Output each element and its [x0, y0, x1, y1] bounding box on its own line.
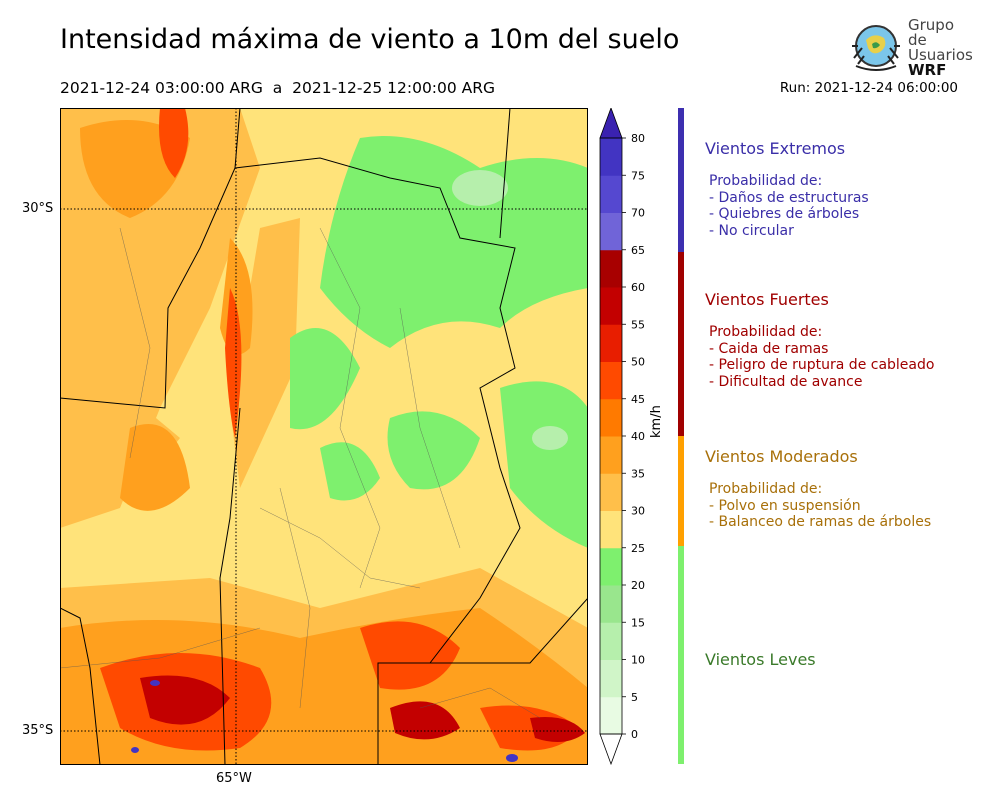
- legend-line: Probabilidad de:: [709, 481, 823, 497]
- colorbar-tick-label: 10: [631, 654, 645, 667]
- colorbar-tick-label: 35: [631, 467, 645, 480]
- legend-line: Probabilidad de:: [709, 173, 823, 189]
- department-borders: [60, 227, 541, 719]
- colorbar-segment: [600, 138, 622, 176]
- colorbar-segment: [600, 473, 622, 511]
- colorbar-segment: [600, 287, 622, 325]
- colorbar-segment: [600, 212, 622, 251]
- colorbar-tick-label: 70: [631, 207, 645, 220]
- colorbar-tick-label: 60: [631, 281, 645, 294]
- legend-category-title: Vientos Extremos: [705, 139, 846, 158]
- chart-title: Intensidad máxima de viento a 10m del su…: [60, 24, 680, 55]
- colorbar-segment: [600, 585, 622, 623]
- lon-label-65w: 65°W: [216, 771, 252, 786]
- legend-line: - Quiebres de árboles: [709, 206, 860, 222]
- very-strong-areas: [140, 675, 585, 742]
- colorbar: 0 5 10 15 20 25 30 35 40 45 50 55 60 65 70 75 80: [599, 108, 645, 766]
- legend-line: - Daños de estructuras: [709, 189, 869, 206]
- legend-category: Vientos Fuertes Probabilidad de: - Caida d…: [705, 290, 934, 390]
- legend-category-title: Vientos Leves: [705, 650, 816, 669]
- colorbar-segment: [600, 510, 622, 549]
- legend-line: - Balanceo de ramas de árboles: [709, 514, 932, 530]
- legend-line: - Peligro de ruptura de cableado: [709, 357, 935, 373]
- extreme-wind-spots: [131, 680, 518, 762]
- colorbar-segment: [600, 398, 622, 437]
- legend-category: Vientos Leves: [705, 650, 816, 669]
- colorbar-tick-label: 80: [631, 132, 645, 145]
- colorbar-tick-label: 40: [631, 430, 645, 443]
- colorbar-segment: [600, 324, 622, 362]
- colorbar-tick-label: 20: [631, 579, 645, 592]
- colorbar-segment: [600, 622, 622, 660]
- colorbar-tick-label: 45: [631, 393, 645, 406]
- legend-line: - Dificultad de avance: [709, 373, 863, 390]
- colorbar-tick-label: 0: [631, 728, 638, 741]
- forecast-period: 2021-12-24 03:00:00 ARG a 2021-12-25 12:…: [60, 79, 496, 97]
- colorbar-segment: [600, 249, 622, 288]
- colorbar-segment: [600, 361, 622, 400]
- colorbar-tick-label: 5: [631, 691, 638, 704]
- colorbar-tick-label: 75: [631, 169, 645, 182]
- colorbar-segment: [600, 696, 622, 735]
- globe-icon: [852, 25, 900, 71]
- legend-bar: [678, 252, 684, 436]
- colorbar-segment: [600, 175, 622, 213]
- legend-line: - Caida de ramas: [709, 340, 829, 357]
- legend-category-title: Vientos Fuertes: [705, 290, 829, 309]
- legend-category-title: Vientos Moderados: [705, 447, 858, 466]
- legend-bar: [678, 546, 684, 764]
- legend-line: - No circular: [709, 222, 794, 239]
- legend-line: - Polvo en suspensión: [709, 497, 861, 514]
- colorbar-segment: [600, 659, 622, 698]
- colorbar-tick-label: 55: [631, 318, 645, 331]
- legend-line: Probabilidad de:: [709, 324, 823, 340]
- calm-wind-areas: [452, 170, 568, 450]
- legend-category: Vientos Extremos Probabilidad de: - Daños …: [705, 139, 869, 239]
- legend-bar: [678, 436, 684, 546]
- colorbar-tick-label: 65: [631, 244, 645, 257]
- colorbar-extend-low: [599, 733, 623, 766]
- graticule: [60, 108, 588, 765]
- run-label: Run: 2021-12-24 06:00:00: [779, 80, 958, 96]
- colorbar-tick-label: 15: [631, 616, 645, 629]
- legend-category: Vientos Moderados Probabilidad de: - Polvo…: [705, 447, 931, 531]
- map-frame: [60, 108, 588, 765]
- colorbar-tick-label: 30: [631, 505, 645, 518]
- wrf-logo: Grupo de Usuarios WRF: [848, 16, 973, 78]
- colorbar-extend-high: [599, 108, 623, 139]
- wind-map: [60, 108, 588, 765]
- light-wind-areas: [290, 136, 588, 548]
- logo-line3: WRF: [908, 61, 947, 79]
- colorbar-tick-label: 50: [631, 356, 645, 369]
- legend-bar: [678, 108, 684, 252]
- colorbar-segment: [600, 436, 622, 474]
- logo-line2: Usuarios: [908, 46, 973, 64]
- colorbar-segment: [600, 547, 622, 586]
- lat-label-35s: 35°S: [22, 723, 54, 738]
- colorbar-tick-label: 25: [631, 542, 645, 555]
- lat-label-30s: 30°S: [22, 201, 54, 216]
- colorbar-unit: km/h: [649, 405, 664, 438]
- logo-line1: Grupo de: [908, 16, 954, 49]
